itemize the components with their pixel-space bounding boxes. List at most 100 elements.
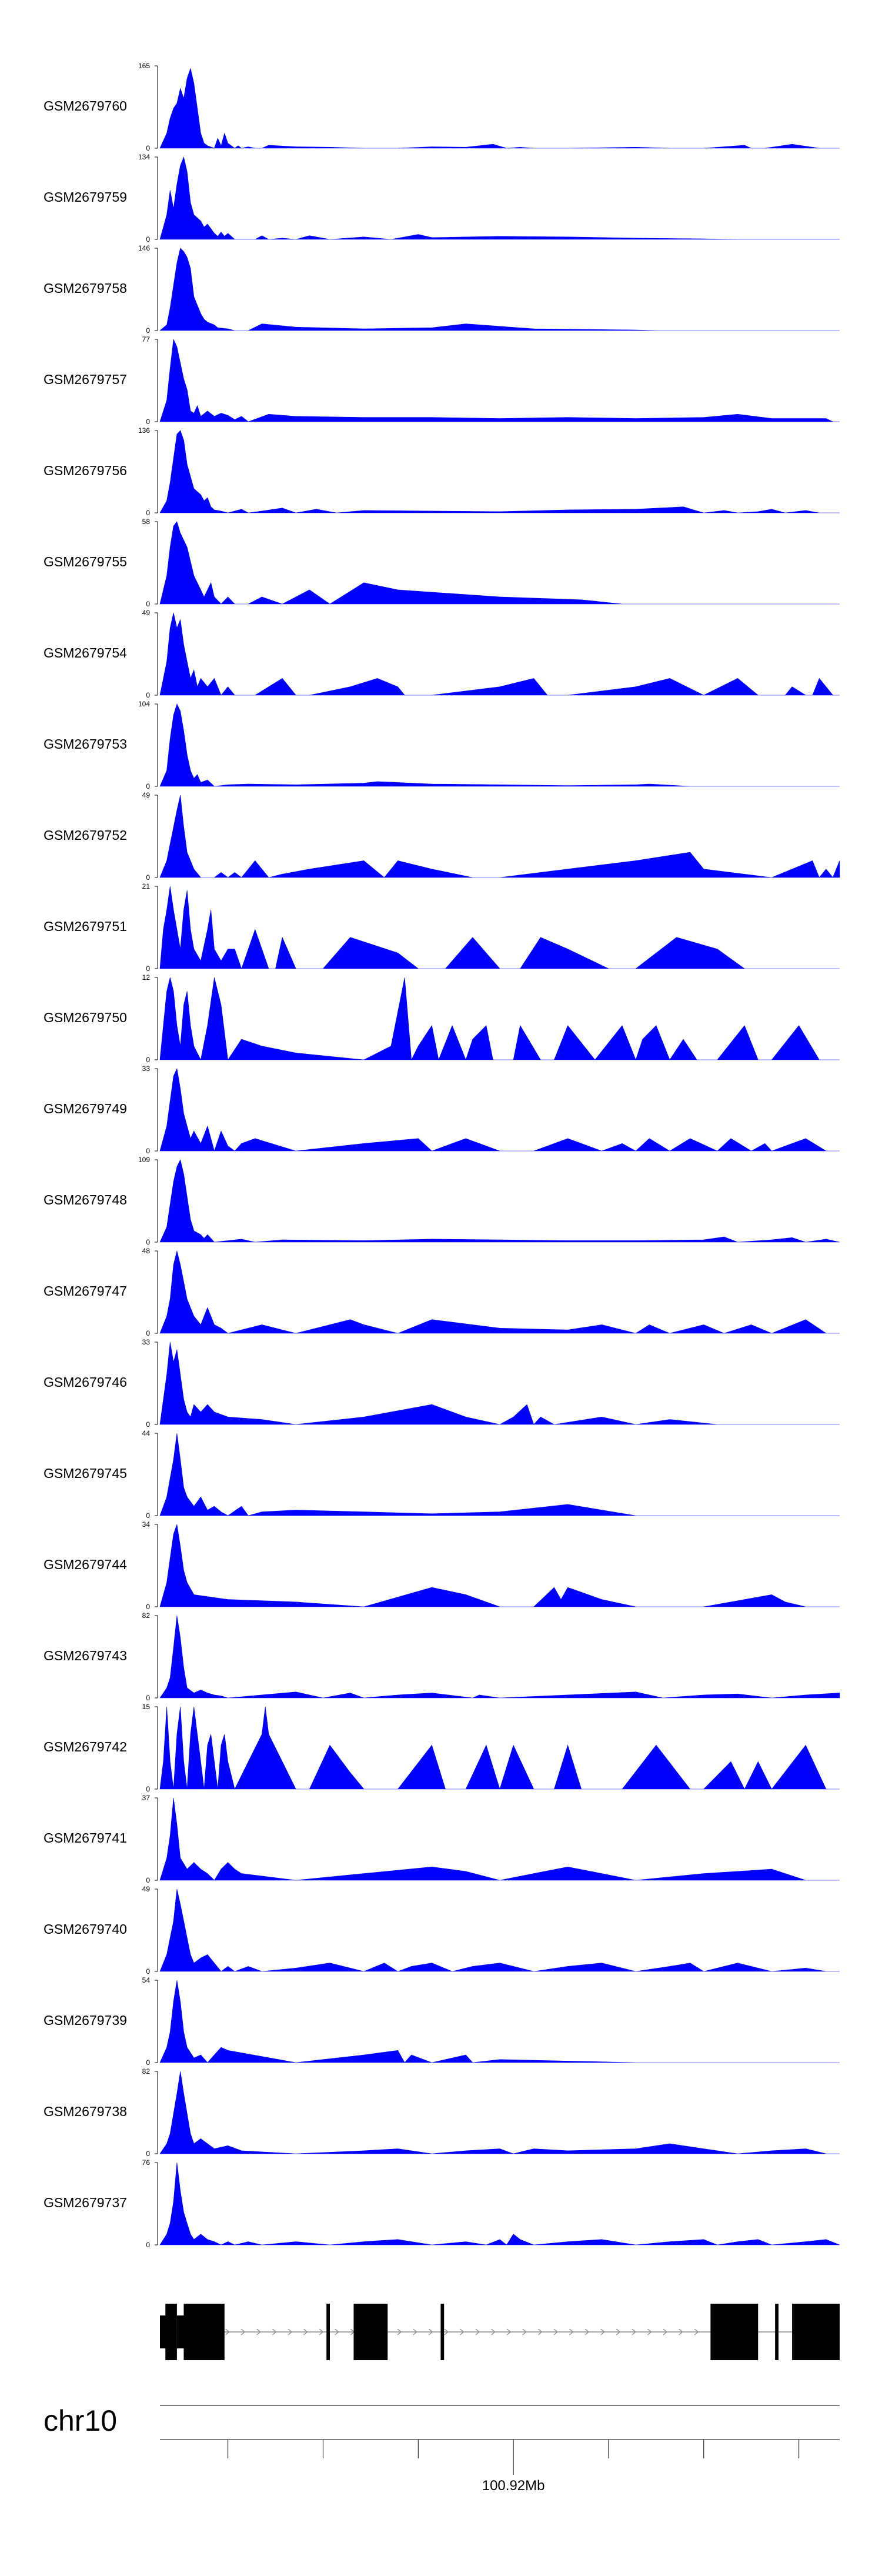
strand-chevron bbox=[225, 2328, 230, 2335]
y-max-label: 82 bbox=[142, 1611, 151, 1620]
track-name: GSM2679751 bbox=[44, 919, 127, 934]
track-name: GSM2679755 bbox=[44, 554, 127, 569]
coverage-track: GSM2679742 15 0 bbox=[44, 1703, 840, 1793]
coverage-track: GSM2679746 33 0 bbox=[44, 1338, 840, 1429]
coverage-area bbox=[159, 1250, 840, 1334]
strand-chevron bbox=[288, 2328, 292, 2335]
strand-chevron bbox=[428, 2328, 433, 2335]
y-min-label: 0 bbox=[146, 418, 150, 426]
coverage-track: GSM2679752 49 0 bbox=[44, 791, 840, 882]
utr-block bbox=[176, 2315, 185, 2348]
coverage-area bbox=[159, 68, 840, 149]
coverage-track: GSM2679760 165 0 bbox=[44, 62, 840, 152]
y-max-label: 33 bbox=[142, 1338, 151, 1346]
y-max-label: 77 bbox=[142, 335, 151, 343]
coverage-area bbox=[159, 1615, 840, 1699]
y-max-label: 54 bbox=[142, 1976, 151, 1984]
track-name: GSM2679737 bbox=[44, 2195, 127, 2210]
coverage-area bbox=[159, 1342, 840, 1425]
exon-block bbox=[183, 2304, 225, 2360]
coverage-area bbox=[159, 703, 840, 787]
track-name: GSM2679747 bbox=[44, 1283, 127, 1299]
coverage-tracks: GSM26797601650GSM26797591340GSM267975814… bbox=[44, 62, 840, 2249]
track-name: GSM2679744 bbox=[44, 1557, 127, 1572]
coordinate-tick-label: 100.92Mb bbox=[482, 2478, 545, 2494]
coverage-area bbox=[159, 1888, 840, 1972]
strand-chevron bbox=[475, 2328, 480, 2335]
strand-chevron bbox=[584, 2328, 590, 2335]
y-min-label: 0 bbox=[146, 235, 150, 243]
strand-chevron bbox=[256, 2328, 261, 2335]
y-min-label: 0 bbox=[146, 1420, 150, 1429]
coverage-area bbox=[159, 430, 840, 513]
strand-chevron bbox=[632, 2328, 636, 2335]
y-min-label: 0 bbox=[146, 1147, 150, 1155]
strand-chevron bbox=[647, 2328, 652, 2335]
y-max-label: 37 bbox=[142, 1794, 151, 1802]
strand-chevron bbox=[413, 2328, 417, 2335]
track-name: GSM2679756 bbox=[44, 463, 127, 478]
strand-chevron bbox=[460, 2328, 465, 2335]
strand-chevron bbox=[522, 2328, 527, 2335]
y-max-label: 44 bbox=[142, 1429, 151, 1437]
strand-chevron bbox=[679, 2328, 683, 2335]
y-min-label: 0 bbox=[146, 691, 150, 699]
y-min-label: 0 bbox=[146, 965, 150, 973]
track-name: GSM2679743 bbox=[44, 1648, 127, 1663]
coverage-track: GSM2679741 37 0 bbox=[44, 1794, 840, 1884]
y-max-label: 33 bbox=[142, 1065, 151, 1073]
strand-chevron bbox=[616, 2328, 621, 2335]
gene-model bbox=[160, 2304, 840, 2360]
coverage-area bbox=[159, 2071, 840, 2154]
coverage-area bbox=[159, 1159, 840, 1243]
track-name: GSM2679758 bbox=[44, 281, 127, 296]
exon-narrow bbox=[326, 2304, 330, 2360]
y-min-label: 0 bbox=[146, 1238, 150, 1246]
coverage-area bbox=[159, 1067, 840, 1152]
coverage-track: GSM2679756 136 0 bbox=[44, 426, 840, 517]
coverage-area bbox=[159, 521, 840, 605]
y-max-label: 58 bbox=[142, 518, 151, 526]
y-max-label: 134 bbox=[138, 153, 150, 161]
y-max-label: 104 bbox=[138, 700, 150, 708]
track-name: GSM2679748 bbox=[44, 1192, 127, 1207]
strand-chevron bbox=[600, 2328, 605, 2335]
y-min-label: 0 bbox=[146, 782, 150, 790]
y-max-label: 15 bbox=[142, 1703, 151, 1711]
strand-chevron bbox=[506, 2328, 512, 2335]
strand-chevron bbox=[663, 2328, 668, 2335]
coverage-track: GSM2679747 48 0 bbox=[44, 1247, 840, 1337]
coverage-track: GSM2679753 104 0 bbox=[44, 700, 840, 790]
strand-chevron bbox=[319, 2328, 324, 2335]
exon-block bbox=[710, 2304, 759, 2360]
y-max-label: 49 bbox=[142, 1885, 151, 1893]
coverage-track: GSM2679754 49 0 bbox=[44, 609, 840, 699]
coverage-track: GSM2679743 82 0 bbox=[44, 1611, 840, 1702]
coverage-track: GSM2679748 109 0 bbox=[44, 1156, 840, 1246]
strand-chevron bbox=[491, 2328, 496, 2335]
y-max-label: 49 bbox=[142, 609, 151, 617]
strand-chevron bbox=[335, 2328, 339, 2335]
track-name: GSM2679757 bbox=[44, 372, 127, 387]
coverage-area bbox=[159, 1980, 840, 2063]
coverage-track: GSM2679751 21 0 bbox=[44, 882, 840, 973]
strand-chevron bbox=[553, 2328, 558, 2335]
y-max-label: 109 bbox=[138, 1156, 150, 1164]
strand-chevron bbox=[272, 2328, 277, 2335]
coverage-track: GSM2679757 77 0 bbox=[44, 335, 840, 426]
track-name: GSM2679745 bbox=[44, 1466, 127, 1481]
utr-block bbox=[812, 2315, 840, 2348]
exon-narrow bbox=[165, 2304, 177, 2360]
y-min-label: 0 bbox=[146, 1967, 150, 1976]
y-min-label: 0 bbox=[146, 1603, 150, 1611]
utr-block bbox=[160, 2315, 167, 2348]
y-min-label: 0 bbox=[146, 1876, 150, 1884]
coverage-track: GSM2679750 12 0 bbox=[44, 973, 840, 1064]
strand-chevron bbox=[240, 2328, 246, 2335]
coverage-area bbox=[159, 2162, 840, 2245]
strand-chevron bbox=[694, 2328, 699, 2335]
coverage-area bbox=[159, 1433, 840, 1516]
strand-chevron bbox=[303, 2328, 308, 2335]
coverage-track: GSM2679758 146 0 bbox=[44, 244, 840, 335]
y-min-label: 0 bbox=[146, 1056, 150, 1064]
